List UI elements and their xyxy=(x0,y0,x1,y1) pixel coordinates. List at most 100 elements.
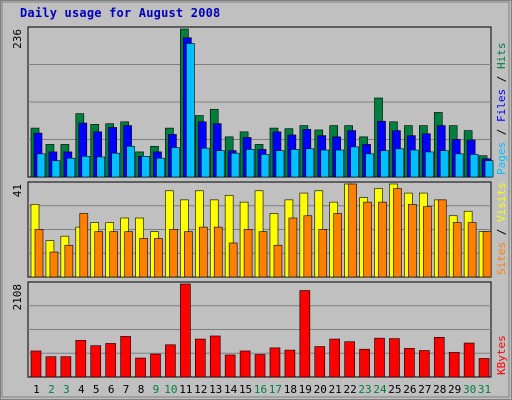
bar-pages-day-30 xyxy=(469,154,479,178)
day-label-1: 1 xyxy=(33,383,40,396)
bar-sites-day-10 xyxy=(169,229,178,278)
bar-kbytes-day-20 xyxy=(314,346,326,378)
bar-pages-day-4 xyxy=(81,156,91,178)
bar-sites-day-13 xyxy=(213,226,223,278)
bar-sites-day-2 xyxy=(49,251,59,278)
bar-kbytes-day-8 xyxy=(135,357,146,378)
bar-kbytes-day-4 xyxy=(75,340,87,378)
bar-kbytes-day-10 xyxy=(165,344,176,378)
ymax-label-visits-sites: 41 xyxy=(11,184,24,197)
day-label-2: 2 xyxy=(48,383,55,396)
bar-sites-day-6 xyxy=(109,231,118,278)
day-label-16: 16 xyxy=(254,383,267,396)
bar-sites-day-9 xyxy=(154,238,163,278)
bar-sites-day-30 xyxy=(467,222,477,278)
bar-kbytes-day-23 xyxy=(359,348,370,378)
legend-visits-sites: Sites / Visits xyxy=(495,182,508,275)
bar-pages-day-6 xyxy=(111,152,120,178)
bar-pages-day-25 xyxy=(395,148,404,178)
day-label-24: 24 xyxy=(373,383,387,396)
bar-sites-day-21 xyxy=(333,213,343,278)
day-label-4: 4 xyxy=(78,383,85,396)
bar-sites-day-25 xyxy=(393,188,402,278)
bar-kbytes-day-30 xyxy=(463,342,475,378)
bar-sites-day-19 xyxy=(303,215,313,278)
day-label-10: 10 xyxy=(164,383,177,396)
bar-pages-day-11 xyxy=(186,43,195,178)
bar-kbytes-day-31 xyxy=(478,358,490,378)
bar-pages-day-27 xyxy=(425,151,434,178)
legend-entry: KBytes xyxy=(495,335,508,375)
legend-entry: Pages xyxy=(495,142,508,175)
bar-kbytes-day-28 xyxy=(433,336,445,378)
day-label-21: 21 xyxy=(329,383,342,396)
bar-sites-day-18 xyxy=(288,217,298,278)
bar-pages-day-14 xyxy=(230,152,240,178)
bar-pages-day-10 xyxy=(171,147,180,178)
bar-pages-day-28 xyxy=(439,150,449,178)
bar-pages-day-16 xyxy=(260,154,270,178)
bar-pages-day-2 xyxy=(51,160,61,178)
legend-entry: Sites xyxy=(495,242,508,275)
bar-kbytes-day-1 xyxy=(30,350,42,378)
bar-kbytes-day-24 xyxy=(374,337,385,378)
legend-entry: Visits xyxy=(495,182,508,222)
bar-kbytes-day-12 xyxy=(194,338,206,378)
bar-kbytes-day-14 xyxy=(224,354,236,378)
bar-sites-day-28 xyxy=(437,199,447,278)
bar-pages-day-1 xyxy=(36,153,46,178)
bar-pages-day-3 xyxy=(66,157,76,178)
day-label-17: 17 xyxy=(269,383,282,396)
bar-pages-day-19 xyxy=(305,148,315,178)
day-label-5: 5 xyxy=(93,383,100,396)
day-label-12: 12 xyxy=(194,383,207,396)
bar-pages-day-18 xyxy=(290,149,300,178)
bar-pages-day-15 xyxy=(245,149,255,178)
day-label-27: 27 xyxy=(418,383,431,396)
bar-kbytes-day-21 xyxy=(329,338,341,378)
legend-hits-files-pages: Pages / Files / Hits xyxy=(495,43,508,176)
bar-sites-day-11 xyxy=(184,231,193,278)
day-label-9: 9 xyxy=(153,383,160,396)
day-label-19: 19 xyxy=(299,383,312,396)
bar-pages-day-29 xyxy=(454,153,464,178)
bar-pages-day-12 xyxy=(200,147,210,178)
bar-sites-day-31 xyxy=(482,231,492,278)
bar-sites-day-27 xyxy=(423,206,432,278)
bar-pages-day-20 xyxy=(320,149,330,178)
bar-kbytes-day-26 xyxy=(404,348,415,378)
day-label-30: 30 xyxy=(463,383,476,396)
bar-kbytes-day-15 xyxy=(239,350,251,378)
bar-pages-day-13 xyxy=(215,150,225,178)
bar-pages-day-23 xyxy=(365,153,374,178)
legend-entry: Files xyxy=(495,89,508,122)
bar-sites-day-8 xyxy=(139,238,148,278)
bar-sites-day-5 xyxy=(94,231,104,278)
bar-kbytes-day-2 xyxy=(45,356,57,378)
bar-kbytes-day-29 xyxy=(448,351,460,378)
day-label-11: 11 xyxy=(179,383,192,396)
day-label-31: 31 xyxy=(478,383,491,396)
bar-sites-day-24 xyxy=(378,201,387,278)
day-label-6: 6 xyxy=(108,383,115,396)
day-label-25: 25 xyxy=(388,383,401,396)
bar-sites-day-23 xyxy=(363,201,372,278)
bar-sites-day-16 xyxy=(258,231,268,278)
day-label-29: 29 xyxy=(448,383,461,396)
day-label-23: 23 xyxy=(358,383,371,396)
bar-sites-day-15 xyxy=(243,229,253,278)
bar-pages-day-8 xyxy=(141,156,150,178)
bar-kbytes-day-19 xyxy=(299,290,311,378)
day-label-22: 22 xyxy=(343,383,356,396)
bar-kbytes-day-22 xyxy=(344,341,355,378)
bar-pages-day-22 xyxy=(350,146,359,178)
bar-kbytes-day-17 xyxy=(269,347,281,378)
bar-kbytes-day-25 xyxy=(389,338,400,378)
day-label-8: 8 xyxy=(138,383,145,396)
legend-kbytes: KBytes xyxy=(495,335,508,375)
day-label-14: 14 xyxy=(224,383,238,396)
bar-sites-day-22 xyxy=(348,183,357,278)
legend-entry: Hits xyxy=(495,43,508,70)
